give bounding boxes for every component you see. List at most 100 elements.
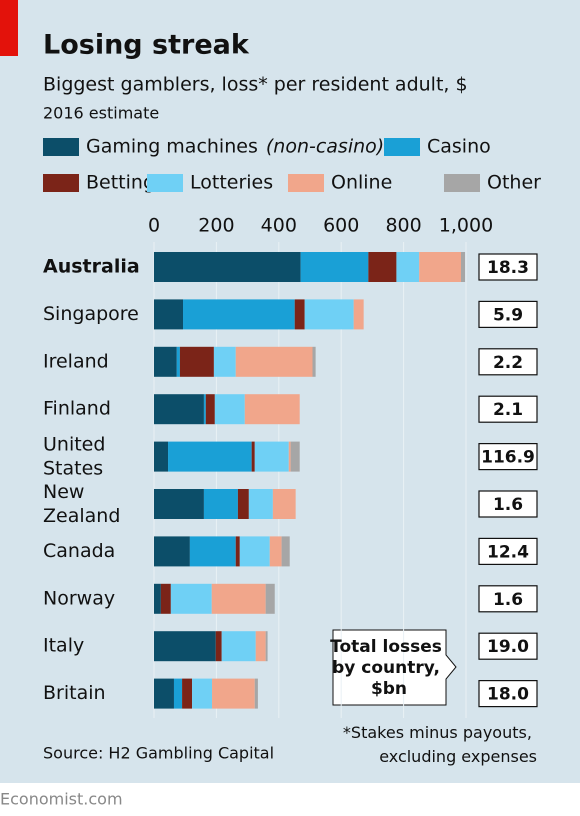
bar-segment <box>189 536 236 567</box>
total-label: 1.6 <box>493 590 523 610</box>
bar-segment <box>288 441 291 472</box>
category-label: Britain <box>43 682 106 704</box>
bar-segment <box>312 346 316 377</box>
total-label: 1.6 <box>493 495 523 515</box>
bar-segment <box>221 631 256 662</box>
bar-segment <box>254 441 289 472</box>
x-tick-label: 200 <box>198 215 234 237</box>
bar-segment <box>255 631 266 662</box>
bar-segment <box>192 678 213 709</box>
bar-segment <box>154 583 161 614</box>
bar-segment <box>251 441 255 472</box>
total-box <box>478 395 538 423</box>
credit: Economist.com <box>0 790 123 809</box>
bar-segment <box>269 536 282 567</box>
legend-label: Other <box>487 172 541 194</box>
legend-swatch <box>43 138 79 156</box>
bar-segment <box>254 678 258 709</box>
total-label: 19.0 <box>487 637 529 657</box>
legend-swatch <box>288 174 324 192</box>
total-box <box>478 632 538 660</box>
category-label: Singapore <box>43 303 139 325</box>
legend-swatch <box>43 174 79 192</box>
bar-segment <box>265 631 268 662</box>
bar-segment <box>154 394 204 425</box>
bar-segment <box>353 299 364 330</box>
chart-title: Losing streak <box>43 30 250 61</box>
bar-segment <box>272 489 296 519</box>
source: Source: H2 Gambling Capital <box>43 744 274 763</box>
bar-segment <box>170 583 212 614</box>
bar-segment <box>154 441 169 472</box>
bar-segment <box>290 441 300 472</box>
category-label: Australia <box>43 256 140 278</box>
bar-segment <box>419 252 462 282</box>
bar-segment <box>237 489 249 519</box>
callout-text: Total losses by country, $bn <box>330 637 448 699</box>
category-label: Finland <box>43 398 111 420</box>
total-box <box>478 300 538 328</box>
bar-segment <box>294 299 305 330</box>
bar-segment <box>203 394 206 425</box>
total-label: 18.0 <box>487 685 529 705</box>
x-tick-label: 600 <box>323 215 359 237</box>
bar-segment <box>179 346 214 377</box>
total-label: 5.9 <box>493 305 523 325</box>
legend-label: Gaming machines <box>86 136 258 158</box>
bar-segment <box>368 252 397 282</box>
bar-segment <box>281 536 290 567</box>
bar-segment <box>154 489 204 519</box>
total-box <box>478 537 538 566</box>
bar-segment <box>214 394 245 425</box>
legend-label: Betting <box>86 172 155 194</box>
bar-segment <box>396 252 420 282</box>
bar-segment <box>213 346 236 377</box>
bar-segment <box>154 252 301 282</box>
bar-segment <box>154 346 177 377</box>
total-label: 116.9 <box>481 448 535 468</box>
bar-segment <box>173 678 183 709</box>
legend-swatch <box>384 138 420 156</box>
total-box <box>478 585 538 613</box>
legend-label: Lotteries <box>190 172 273 194</box>
legend-swatch <box>444 174 480 192</box>
bar-segment <box>235 346 313 377</box>
bar-segment <box>203 489 238 519</box>
legend-swatch <box>147 174 183 192</box>
bar-segment <box>248 489 273 519</box>
subtitle: Biggest gamblers, loss* per resident adu… <box>43 74 468 96</box>
bar-segment <box>160 583 171 614</box>
x-tick-label: 400 <box>261 215 297 237</box>
total-box <box>478 348 538 376</box>
category-label: Norway <box>43 587 115 609</box>
total-label: 18.3 <box>487 258 529 278</box>
total-label: 2.1 <box>493 400 523 420</box>
callout-box <box>332 629 457 706</box>
category-label: New Zealand <box>43 481 120 527</box>
bar-segment <box>154 631 216 662</box>
bar-segment <box>154 536 190 567</box>
bar-segment <box>461 252 466 282</box>
total-box <box>478 490 538 518</box>
bar-segment <box>235 536 240 567</box>
total-box <box>478 679 538 708</box>
legend-label: Online <box>331 172 392 194</box>
bar-segment <box>176 346 180 377</box>
bar-segment <box>265 583 275 614</box>
bar-segment <box>300 252 369 282</box>
legend-note: (non-casino) <box>266 136 384 158</box>
category-label: United States <box>43 433 111 479</box>
bar-segment <box>212 678 255 709</box>
bar-segment <box>154 299 184 330</box>
bar-segment <box>183 299 295 330</box>
bar-segment <box>239 536 270 567</box>
bar-segment <box>182 678 193 709</box>
legend-label: Casino <box>427 136 491 158</box>
total-box <box>478 253 538 281</box>
x-tick-label: 1,000 <box>439 215 493 237</box>
x-tick-label: 800 <box>385 215 421 237</box>
red-tag <box>0 0 18 56</box>
category-label: Ireland <box>43 350 109 372</box>
bar-segment <box>154 678 174 709</box>
total-label: 12.4 <box>487 542 529 562</box>
